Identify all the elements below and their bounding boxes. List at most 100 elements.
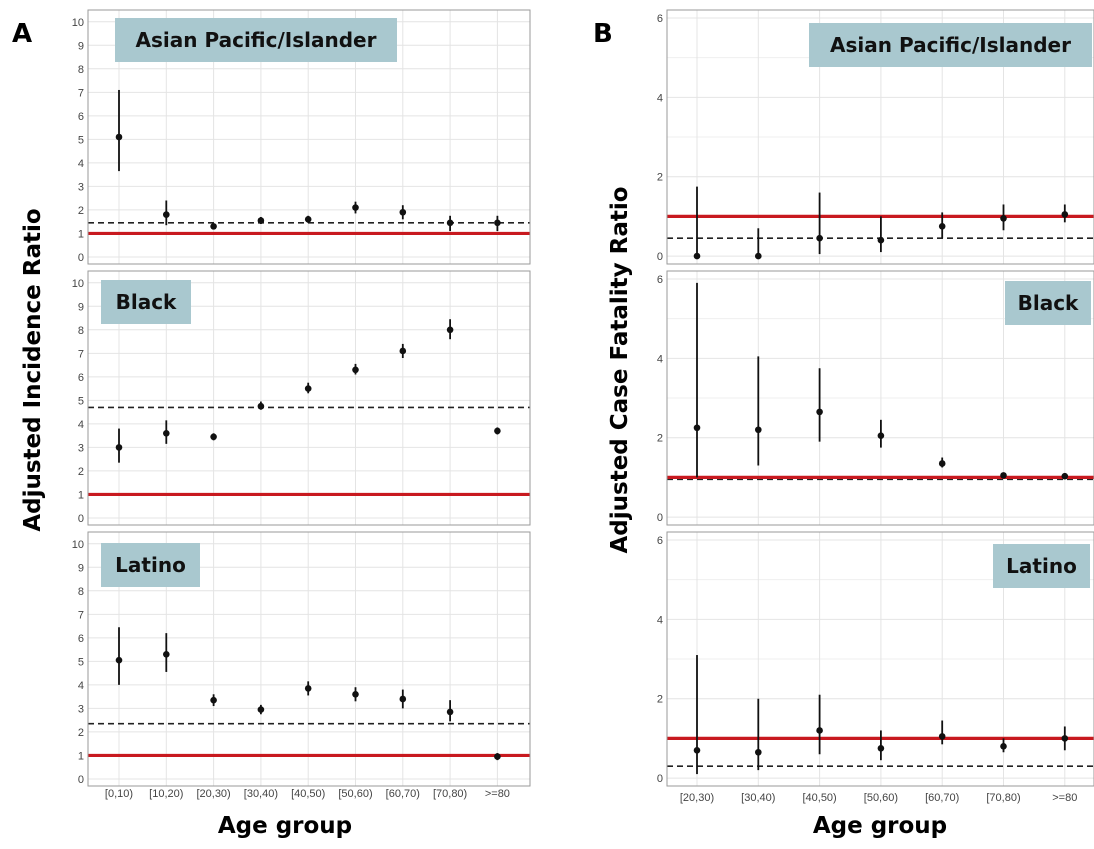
y-tick-label: 9 bbox=[78, 301, 84, 313]
data-point bbox=[755, 748, 762, 756]
y-tick-label: 7 bbox=[78, 87, 84, 99]
facet-a-latino: 0 1 2 3 4 5 6 7 8 9 10 Latino bbox=[72, 531, 531, 787]
plot-area: 0 1 2 3 4 5 6 7 8 9 10 Asian Pacific/Islander 0 1 2 3 4 5… bbox=[72, 9, 1094, 804]
data-point bbox=[1000, 472, 1007, 479]
data-point bbox=[446, 326, 454, 334]
data-point bbox=[399, 695, 407, 703]
facet-label-box bbox=[115, 18, 397, 62]
data-point bbox=[816, 234, 823, 242]
x-tick-label: [0,10) bbox=[105, 788, 133, 800]
y-tick-label: 7 bbox=[78, 609, 84, 621]
y-tick-label: 2 bbox=[657, 694, 663, 706]
panel-a-y-axis-title: Adjusted Incidence Ratio bbox=[20, 208, 46, 531]
facet-border bbox=[666, 270, 1094, 526]
y-tick-label: 2 bbox=[78, 205, 84, 217]
facet-label: Asian Pacific/Islander bbox=[830, 33, 1071, 57]
facet-b-black: 0 2 4 6 Black bbox=[657, 270, 1094, 526]
y-tick-label: 0 bbox=[78, 252, 84, 264]
y-tick-label: 2 bbox=[78, 466, 84, 478]
data-point bbox=[352, 690, 359, 698]
data-point bbox=[210, 696, 217, 704]
data-point bbox=[1061, 211, 1069, 218]
data-point bbox=[257, 402, 265, 410]
data-point bbox=[399, 347, 407, 355]
x-tick-label: [20,30) bbox=[196, 788, 230, 800]
facet-border bbox=[666, 9, 1094, 265]
data-point bbox=[210, 433, 217, 441]
data-point bbox=[257, 706, 265, 713]
data-point bbox=[938, 460, 946, 467]
panel-b-letter: B bbox=[593, 19, 613, 49]
data-point bbox=[304, 685, 312, 692]
data-point bbox=[1061, 735, 1069, 742]
y-tick-label: 7 bbox=[78, 348, 84, 360]
data-point bbox=[1000, 743, 1007, 750]
y-tick-label: 6 bbox=[657, 535, 663, 547]
y-tick-label: 10 bbox=[72, 539, 84, 551]
x-tick-label: >=80 bbox=[1052, 792, 1077, 804]
data-point bbox=[210, 223, 217, 230]
x-tick-label: [60,70) bbox=[925, 792, 959, 804]
x-tick-label: >=80 bbox=[485, 788, 510, 800]
data-point bbox=[755, 252, 762, 260]
data-point bbox=[494, 427, 501, 435]
y-tick-label: 1 bbox=[78, 228, 84, 240]
data-point bbox=[115, 444, 123, 451]
facet-b-latino: 0 2 4 6 Latino bbox=[657, 531, 1094, 787]
data-point bbox=[693, 252, 701, 260]
data-point bbox=[693, 424, 701, 432]
y-tick-label: 8 bbox=[78, 64, 84, 76]
y-tick-label: 4 bbox=[78, 158, 84, 170]
y-tick-label: 4 bbox=[657, 92, 663, 104]
data-point bbox=[163, 650, 170, 658]
y-tick-label: 0 bbox=[78, 513, 84, 525]
y-tick-label: 3 bbox=[78, 703, 84, 715]
y-tick-label: 4 bbox=[78, 680, 84, 692]
data-point bbox=[877, 744, 885, 752]
x-tick-label: [30,40) bbox=[244, 788, 278, 800]
facet-label: Asian Pacific/Islander bbox=[136, 28, 377, 52]
data-point bbox=[352, 204, 359, 211]
data-point bbox=[938, 733, 946, 740]
y-tick-label: 4 bbox=[657, 353, 663, 365]
data-point bbox=[163, 429, 170, 437]
y-tick-label: 0 bbox=[78, 774, 84, 786]
facet-label: Latino bbox=[115, 553, 186, 577]
x-tick-label: [70,80) bbox=[986, 792, 1020, 804]
x-tick-label: [50,60) bbox=[864, 792, 898, 804]
y-tick-label: 5 bbox=[78, 395, 84, 407]
facet-label-box bbox=[101, 280, 191, 324]
panel-a-letter: A bbox=[12, 19, 32, 49]
x-tick-label: [70,80) bbox=[433, 788, 467, 800]
data-point bbox=[1061, 472, 1069, 480]
y-tick-label: 8 bbox=[78, 586, 84, 598]
data-point bbox=[938, 222, 946, 230]
facet-border bbox=[87, 531, 531, 787]
y-tick-label: 1 bbox=[78, 489, 84, 501]
facet-border bbox=[87, 270, 531, 526]
y-tick-label: 6 bbox=[78, 111, 84, 123]
y-tick-label: 2 bbox=[657, 172, 663, 184]
y-tick-label: 2 bbox=[78, 727, 84, 739]
y-tick-label: 3 bbox=[78, 442, 84, 454]
y-tick-label: 4 bbox=[657, 614, 663, 626]
panel-b-x-axis-title: Age group bbox=[813, 813, 947, 839]
y-tick-label: 10 bbox=[72, 17, 84, 29]
data-point bbox=[304, 216, 312, 223]
data-point bbox=[816, 408, 823, 416]
data-point bbox=[816, 727, 823, 734]
y-tick-label: 0 bbox=[657, 251, 663, 263]
y-tick-label: 5 bbox=[78, 656, 84, 668]
data-point bbox=[877, 236, 885, 244]
y-tick-label: 0 bbox=[657, 773, 663, 785]
data-point bbox=[352, 366, 359, 374]
data-point bbox=[877, 432, 885, 440]
y-tick-label: 6 bbox=[657, 274, 663, 286]
data-point bbox=[494, 753, 501, 760]
data-point bbox=[446, 219, 454, 227]
y-tick-label: 6 bbox=[78, 372, 84, 384]
facet-label-box bbox=[809, 23, 1092, 67]
data-point bbox=[399, 208, 407, 216]
y-tick-label: 4 bbox=[78, 419, 84, 431]
facet-label: Black bbox=[1018, 291, 1079, 315]
